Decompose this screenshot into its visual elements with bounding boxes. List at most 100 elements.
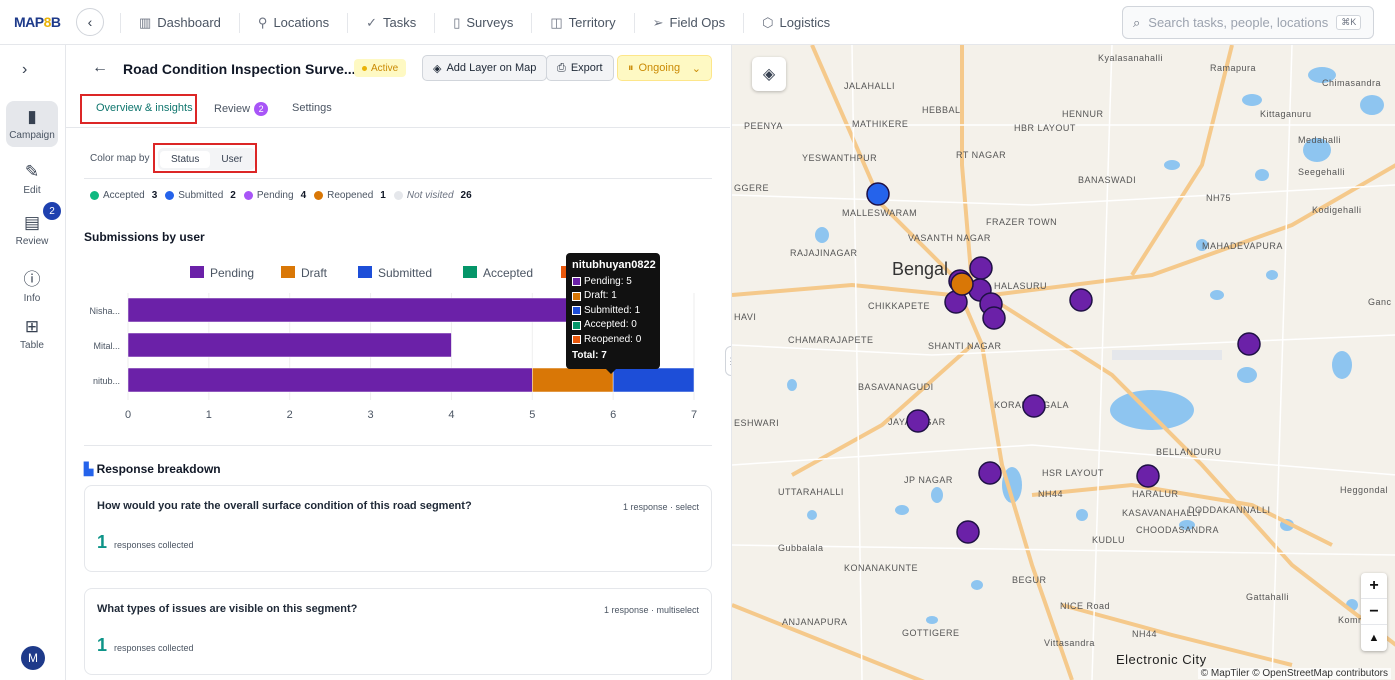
nav-field-ops[interactable]: ➢ Field Ops — [633, 12, 744, 33]
nav-tasks[interactable]: ✓ Tasks — [347, 12, 434, 33]
question-card[interactable]: How would you rate the overall surface c… — [84, 485, 712, 572]
status-dot-icon — [362, 65, 367, 71]
major-roads — [732, 45, 1395, 680]
panel-back-button[interactable]: ← — [92, 59, 108, 77]
rail-item-info[interactable]: ⓘ Info — [6, 265, 58, 304]
legend-label: Submitted — [378, 266, 432, 280]
zoom-out-button[interactable]: − — [1361, 599, 1387, 625]
compass-button[interactable]: ▲ — [1368, 632, 1380, 644]
rail-item-review[interactable]: ▤ Review — [15, 213, 49, 247]
submissions-chart: 0 1 2 3 4 5 6 7 Pending Draft Submitted Accepted Reo… — [89, 266, 697, 421]
back-button[interactable]: ‹ — [76, 8, 104, 36]
question-card[interactable]: What types of issues are visible on this… — [84, 588, 712, 675]
bar-segment — [612, 367, 695, 393]
search-icon: ⌕ — [1133, 14, 1141, 30]
map-label: ESHWARI — [734, 418, 780, 428]
map-label: Seegehalli — [1298, 167, 1346, 177]
layers-icon: ◈ — [433, 62, 442, 75]
nav-locations[interactable]: ⚲ Locations — [238, 12, 347, 33]
legend-swatch — [190, 266, 204, 278]
nav-territory[interactable]: ◫ Territory — [531, 12, 633, 33]
divider — [84, 445, 712, 446]
seg-status[interactable]: Status — [160, 150, 211, 168]
map-label: MALLESWARAM — [842, 208, 918, 218]
grid-icon: ⊞ — [24, 317, 40, 336]
map-label: RT NAGAR — [956, 150, 1007, 160]
bar-segment — [127, 367, 533, 393]
map-view[interactable]: Kyalasanahalli Ramapura Chimasandra JALA… — [731, 45, 1395, 680]
question-meta: 1 response · multiselect — [603, 605, 699, 615]
divider — [84, 178, 712, 179]
rail-item-table[interactable]: ⊞ Table — [20, 317, 44, 351]
map-label: Medahalli — [1298, 135, 1342, 145]
map-label: JAYANAGAR — [888, 417, 946, 427]
question-text: What types of issues are visible on this… — [97, 603, 358, 615]
x-tick-label: 2 — [287, 409, 293, 421]
map-icon: ◫ — [550, 14, 563, 30]
breakdown-title: ▙ Response breakdown — [84, 462, 221, 476]
bar-segment — [127, 297, 614, 323]
document-icon: ▤ — [23, 213, 41, 232]
add-layer-button[interactable]: ◈ Add Layer on Map — [422, 55, 548, 81]
map-label: YESWANTHPUR — [802, 153, 878, 163]
map-label: Electronic City — [1116, 652, 1207, 667]
global-search[interactable]: ⌕ ⌘K — [1122, 6, 1374, 39]
swatch-icon — [572, 306, 581, 316]
map-label: Ganc — [1368, 297, 1392, 307]
swatch-icon — [572, 320, 581, 330]
chart-tooltip: nitubhuyan0822 Pending: 5 Draft: 1 Submi… — [566, 253, 660, 374]
map-label: RAJAJINAGAR — [790, 248, 858, 258]
tab-settings[interactable]: Settings — [292, 102, 332, 114]
rail-item-campaign[interactable]: ▮ Campaign — [6, 101, 58, 147]
search-input[interactable] — [1148, 15, 1329, 30]
export-button[interactable]: ⎙ Export — [546, 55, 614, 81]
status-legend: Accepted 3 Submitted 2 Pending 4 Reopened 1 … — [90, 190, 480, 201]
shortcut-hint: ⌘K — [1336, 15, 1362, 30]
submissions-title: Submissions by user — [84, 230, 205, 244]
legend-swatch — [281, 266, 295, 278]
tab-review[interactable]: Review 2 — [214, 102, 269, 116]
nav-logistics[interactable]: ⬡ Logistics — [743, 12, 848, 33]
color-map-by-label: Color map by — [90, 153, 150, 164]
map-label: BANASWADI — [1078, 175, 1137, 185]
seg-user[interactable]: User — [221, 153, 243, 165]
logo[interactable]: MAP8B — [14, 14, 61, 30]
map-label: KORAMANGALA — [994, 400, 1070, 410]
swatch-icon — [572, 335, 581, 345]
panel-tabs: Overview & insights Review 2 Settings — [66, 92, 730, 128]
tab-overview[interactable]: Overview & insights — [96, 102, 193, 114]
clipboard-icon: ▮ — [27, 107, 37, 126]
nav-dashboard[interactable]: ▥ Dashboard — [120, 12, 239, 33]
map-label: BEGUR — [1012, 575, 1047, 585]
top-bar: MAP8B ‹ ▥ Dashboard ⚲ Locations ✓ Tasks ▯ Su… — [0, 0, 1395, 45]
rail-item-edit[interactable]: ✎ Edit — [23, 162, 41, 196]
response-count: 1 — [97, 532, 108, 552]
avatar[interactable]: M — [21, 646, 45, 670]
map-label: HEBBAL — [922, 105, 961, 115]
y-tick-label: Nisha... — [89, 306, 120, 316]
airport-strip — [1112, 350, 1222, 360]
map-attribution: © MapTiler © OpenStreetMap contributors — [1197, 668, 1391, 679]
main-nav: ▥ Dashboard ⚲ Locations ✓ Tasks ▯ Surveys ◫ T… — [120, 0, 848, 45]
map-label: HARALUR — [1132, 489, 1179, 499]
tooltip-title: nitubhuyan0822 — [572, 259, 656, 271]
status-badge: Active — [354, 59, 407, 77]
expand-rail-button[interactable]: › — [22, 61, 27, 79]
tooltip-row: Draft: 1 — [572, 289, 654, 304]
legend-submitted: Submitted 2 — [165, 190, 236, 201]
nav-surveys[interactable]: ▯ Surveys — [434, 12, 531, 33]
ongoing-dropdown[interactable]: ⏸ Ongoing ⌄ — [617, 55, 712, 81]
map-label: GOTTIGERE — [902, 628, 960, 638]
zoom-in-button[interactable]: + — [1361, 573, 1387, 599]
map-label: FRAZER TOWN — [986, 217, 1058, 227]
legend-swatch — [358, 266, 372, 278]
map-layers-button[interactable]: ◈ — [752, 57, 786, 91]
x-tick-label: 1 — [206, 409, 212, 421]
question-meta: 1 response · select — [622, 502, 699, 512]
map-label: Komma — [1338, 615, 1372, 625]
map-label: CHIKKAPETE — [868, 301, 931, 311]
map-label: GGERE — [734, 183, 770, 193]
y-tick-label: Mital... — [93, 341, 120, 351]
legend-accepted: Accepted 3 — [90, 190, 157, 201]
map-label: KASAVANAHALLI — [1122, 508, 1201, 518]
